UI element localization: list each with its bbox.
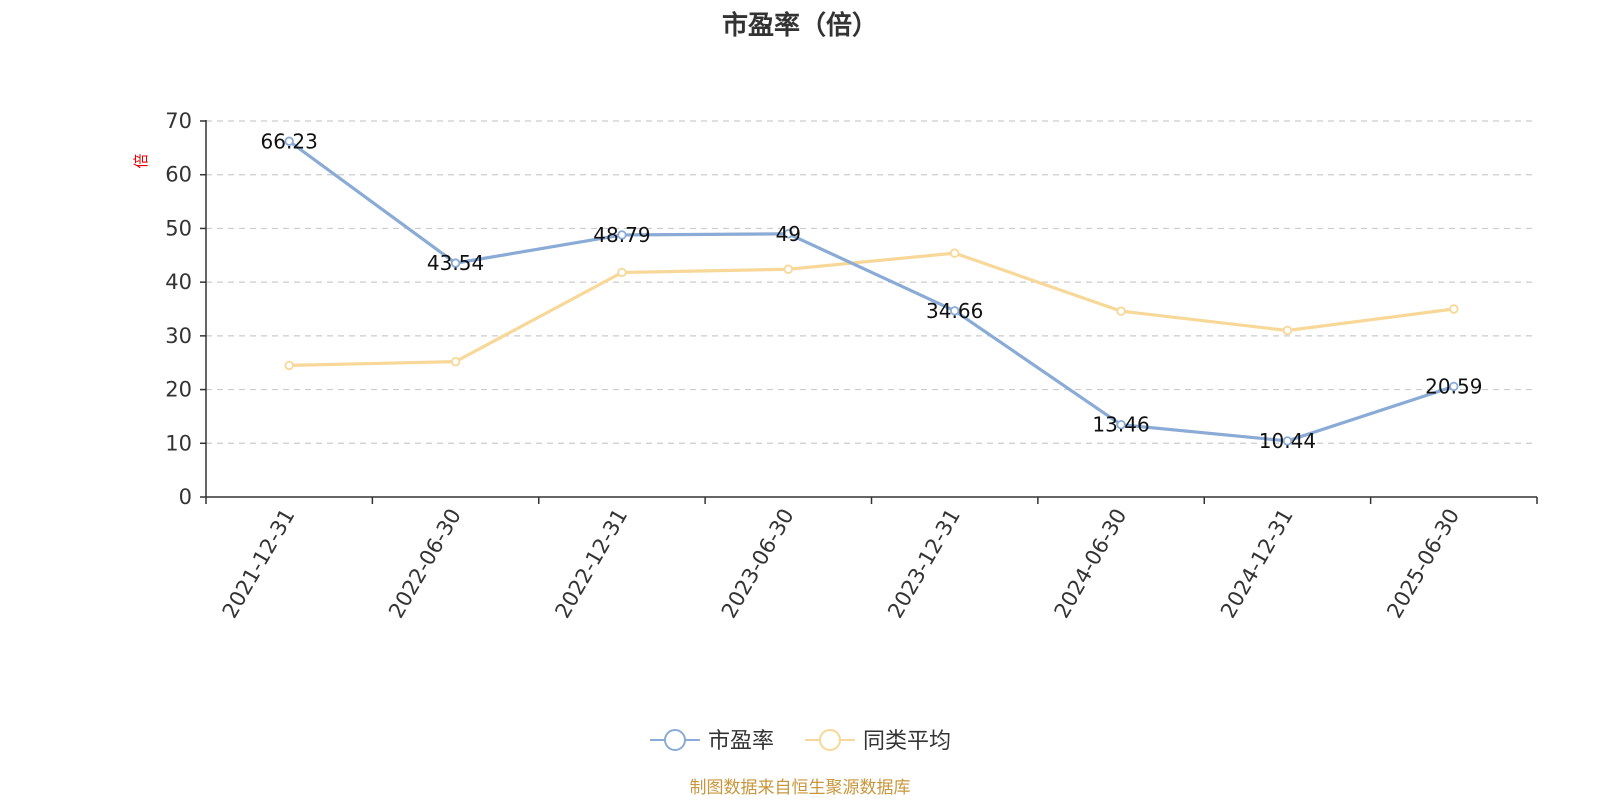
y-tick-label: 10 — [165, 431, 192, 455]
data-label: 34.66 — [926, 299, 983, 323]
series-1-point[interactable] — [1449, 304, 1459, 314]
series-0-point[interactable] — [617, 230, 627, 240]
series-0-point[interactable] — [284, 136, 294, 146]
data-label: 13.46 — [1092, 413, 1149, 437]
data-label: 20.59 — [1425, 374, 1482, 398]
y-tick-label: 20 — [165, 378, 192, 402]
y-axis-unit-label: 倍 — [132, 153, 150, 168]
series-0-point[interactable] — [1116, 420, 1126, 430]
x-tick-label: 2022-12-31 — [550, 505, 632, 623]
legend[interactable]: 市盈率 同类平均 — [650, 729, 951, 754]
series-1-point[interactable] — [284, 360, 294, 371]
series-lines — [284, 136, 1459, 446]
series-1-point[interactable] — [450, 356, 461, 367]
x-tick-label: 2022-06-30 — [384, 505, 466, 623]
legend-marker — [819, 729, 841, 751]
series-1-point[interactable] — [1282, 325, 1293, 336]
data-label: 43.54 — [427, 251, 484, 275]
series-1-point[interactable] — [617, 267, 627, 278]
x-tick-label: 2025-06-30 — [1382, 505, 1464, 623]
y-tick-label: 70 — [165, 109, 192, 133]
legend-label: 市盈率 — [708, 729, 774, 754]
x-tick-label: 2024-06-30 — [1050, 505, 1132, 623]
data-label: 49 — [776, 222, 801, 246]
x-tick-label: 2021-12-31 — [218, 505, 300, 623]
series-line-0 — [288, 139, 1455, 443]
series-0-point[interactable] — [450, 258, 461, 268]
y-tick-label: 40 — [165, 270, 192, 294]
series-1-point[interactable] — [783, 264, 794, 274]
series-0-point[interactable] — [1282, 436, 1293, 446]
y-tick-label: 0 — [179, 485, 192, 509]
series-1-point[interactable] — [1116, 306, 1126, 316]
series-line-1 — [289, 251, 1455, 367]
series-0-point[interactable] — [783, 229, 794, 239]
x-tick-label: 2024-12-31 — [1216, 505, 1298, 623]
y-tick-label: 60 — [165, 163, 192, 187]
legend-item-0[interactable]: 市盈率 — [650, 729, 774, 754]
data-source-note: 制图数据来自恒生聚源数据库 — [690, 778, 911, 798]
data-label: 48.79 — [593, 223, 650, 247]
data-label: 66.23 — [261, 129, 318, 153]
series-0-point[interactable] — [1449, 381, 1459, 392]
legend-item-1[interactable]: 同类平均 — [805, 729, 951, 754]
x-tick-label: 2023-12-31 — [883, 505, 965, 623]
legend-label: 同类平均 — [863, 729, 951, 754]
x-tick-label: 2023-06-30 — [717, 505, 799, 623]
data-labels: 66.23 43.54 48.79 49 34.66 13.46 10.44 20.59 — [261, 129, 1483, 453]
series-1-point[interactable] — [949, 248, 960, 258]
y-tick-label: 30 — [165, 324, 192, 348]
grid-lines — [206, 120, 1537, 444]
legend-marker — [664, 729, 686, 751]
chart-title: 市盈率（倍） — [722, 10, 878, 41]
y-tick-label: 50 — [165, 216, 192, 240]
axes: 0 10 20 30 40 50 60 70 2021-12-31 2022-06-30 2022-… — [165, 109, 1538, 623]
series-0-point[interactable] — [949, 306, 960, 316]
data-label: 10.44 — [1259, 429, 1316, 453]
